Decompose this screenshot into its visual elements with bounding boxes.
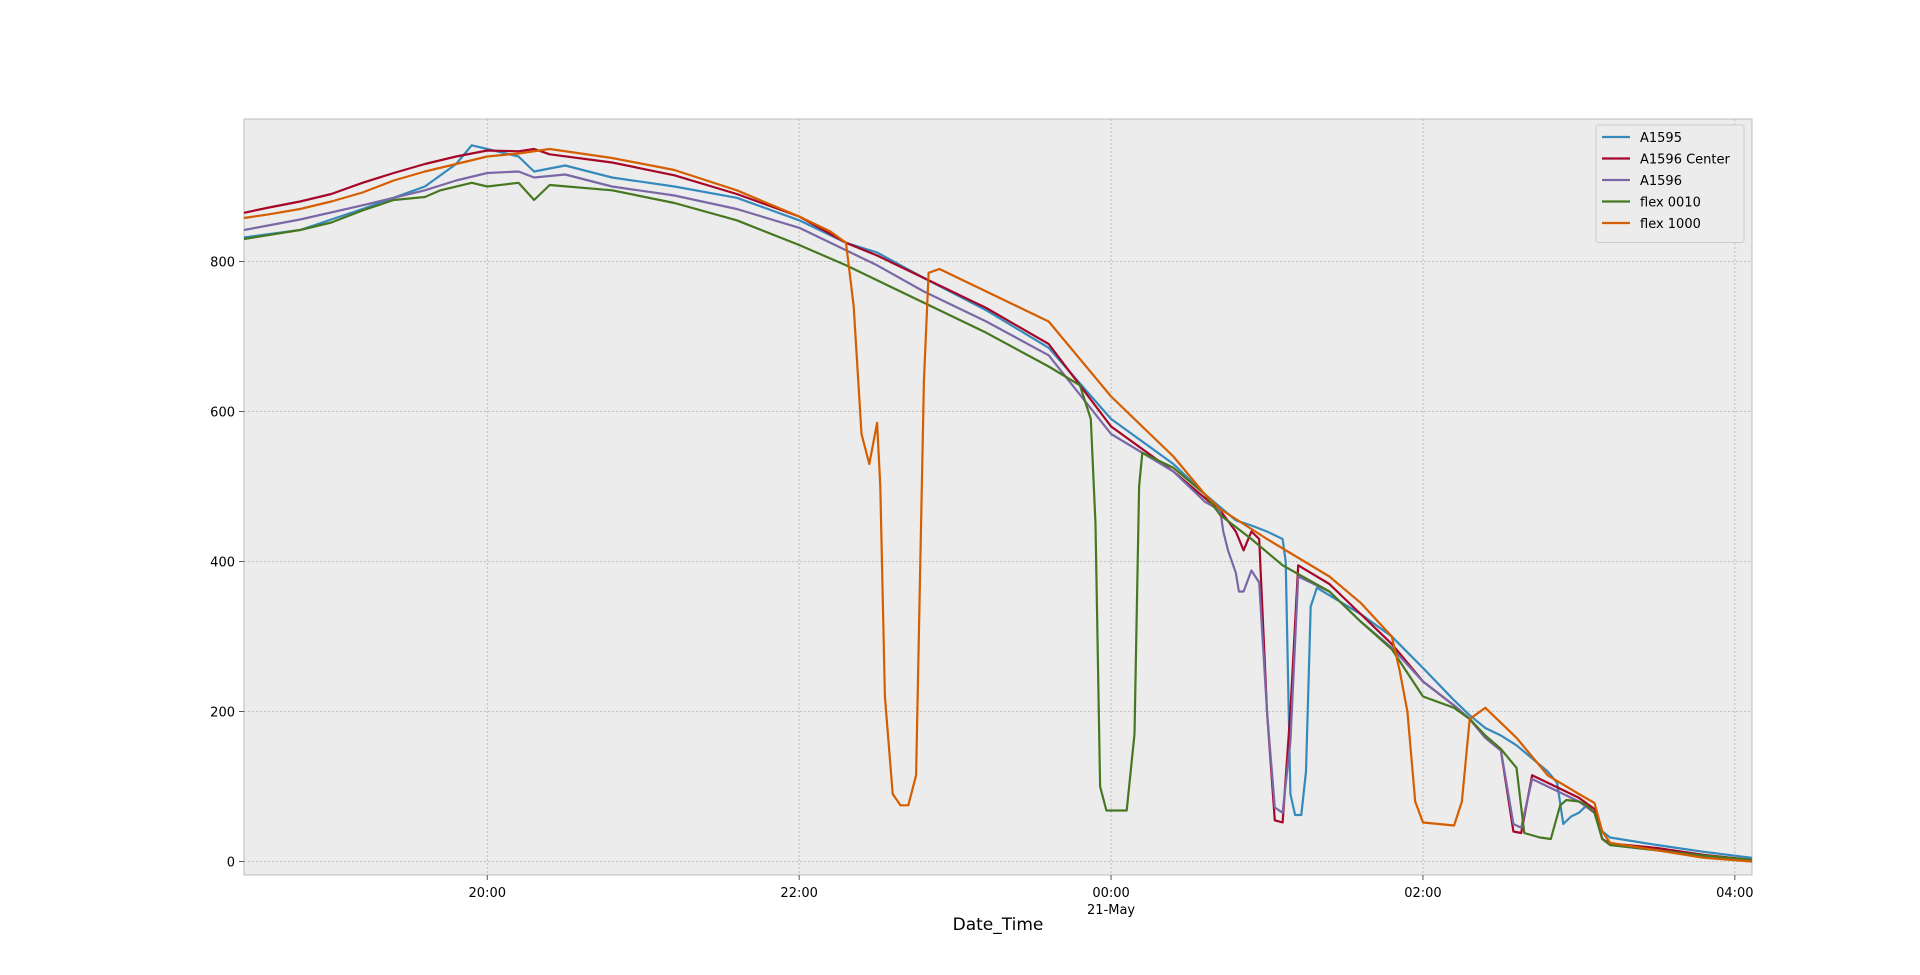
x-tick-label: 02:00	[1404, 886, 1441, 901]
x-axis-ticks: 20:00 22:00 00:00 21-May 02:00 04:00	[469, 875, 1754, 918]
legend-box	[1595, 124, 1745, 243]
series-lines	[243, 144, 1753, 863]
y-tick-label: 200	[210, 706, 235, 721]
x-tick-sublabel: 21-May	[1087, 903, 1135, 918]
x-tick-label: 20:00	[469, 886, 506, 901]
y-tick-label: 600	[210, 406, 235, 421]
series-line	[243, 170, 1753, 863]
series-line	[243, 147, 1753, 863]
x-tick-label: 00:00	[1092, 886, 1129, 901]
y-axis-ticks: 0 200 400 600 800	[210, 256, 244, 871]
series-line	[243, 144, 1753, 859]
x-axis-label: Date_Time	[953, 915, 1044, 935]
y-tick-label: 400	[210, 556, 235, 571]
y-tick-label: 800	[210, 256, 235, 271]
legend: A1595 A1596 Center A1596 flex 0010 flex 1000	[1595, 124, 1745, 243]
legend-label: A1596	[1640, 174, 1682, 189]
legend-label: flex 1000	[1640, 217, 1701, 232]
x-tick-label: 22:00	[780, 886, 817, 901]
x-tick-label: 04:00	[1716, 886, 1753, 901]
legend-label: A1596 Center	[1640, 153, 1731, 168]
plot-background	[243, 118, 1753, 876]
y-tick-label: 0	[227, 856, 235, 871]
series-line	[243, 181, 1753, 862]
legend-label: A1595	[1640, 131, 1682, 146]
legend-label: flex 0010	[1640, 196, 1701, 211]
